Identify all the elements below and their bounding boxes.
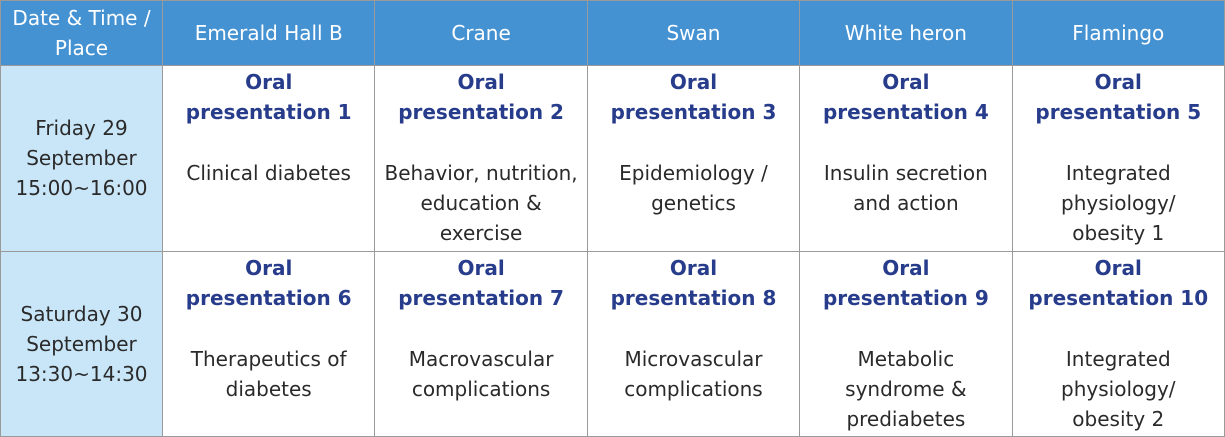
session-title: Oral presentation 6 bbox=[185, 255, 352, 310]
session-cell: Oral presentation 2 Behavior, nutrition, … bbox=[374, 65, 588, 252]
column-header: Flamingo bbox=[1011, 0, 1225, 66]
session-title: Oral presentation 8 bbox=[610, 255, 777, 310]
session-row: Saturday 30 September 13:30~14:30 Oral pr… bbox=[0, 250, 1225, 437]
session-title: Oral presentation 4 bbox=[822, 70, 989, 124]
session-cell: Oral presentation 3 Epidemiology / geneti… bbox=[586, 65, 801, 252]
session-subject: Therapeutics of diabetes bbox=[190, 346, 347, 401]
session-subject: Insulin secretion and action bbox=[823, 161, 988, 215]
column-header: Swan bbox=[586, 0, 801, 66]
session-cell: Oral presentation 8 Microvascular complic… bbox=[586, 250, 801, 437]
column-header: Emerald Hall B bbox=[161, 0, 376, 66]
session-cell: Oral presentation 10 Integrated physiolog… bbox=[1011, 250, 1225, 437]
header-row: Date & Time / Place Emerald Hall B Crane Sw… bbox=[0, 0, 1225, 66]
date-time: Saturday 30 September 13:30~14:30 bbox=[0, 250, 163, 437]
session-title: Oral presentation 7 bbox=[398, 255, 564, 310]
session-title: Oral presentation 10 bbox=[1028, 255, 1209, 310]
session-cell: Oral presentation 7 Macrovascular complic… bbox=[374, 250, 588, 437]
column-header: Date & Time / Place bbox=[0, 0, 163, 66]
session-cell: Oral presentation 1 Clinical diabetes bbox=[161, 65, 376, 252]
session-subject: Integrated physiology/ obesity 1 bbox=[1061, 161, 1176, 245]
session-subject: Behavior, nutrition, education & exercis… bbox=[384, 161, 578, 245]
session-cell: Oral presentation 4 Insulin secretion and… bbox=[799, 65, 1013, 252]
date-time: Friday 29 September 15:00~16:00 bbox=[0, 65, 163, 252]
session-subject: Epidemiology / genetics bbox=[619, 161, 768, 215]
session-cell: Oral presentation 5 Integrated physiology… bbox=[1011, 65, 1225, 252]
session-cell: Oral presentation 9 Metabolic syndrome & … bbox=[799, 250, 1013, 437]
column-header: White heron bbox=[799, 0, 1013, 66]
session-cell: Oral presentation 6 Therapeutics of diabe… bbox=[161, 250, 376, 437]
session-title: Oral presentation 3 bbox=[610, 70, 777, 124]
session-row: Friday 29 September 15:00~16:00 Oral pres… bbox=[0, 65, 1225, 252]
session-subject: Macrovascular complications bbox=[408, 346, 554, 401]
session-subject: Integrated physiology/ obesity 2 bbox=[1061, 346, 1176, 431]
session-title: Oral presentation 1 bbox=[185, 70, 352, 124]
session-title: Oral presentation 2 bbox=[398, 70, 564, 124]
session-subject: Microvascular complications bbox=[624, 346, 763, 401]
session-subject: Clinical diabetes bbox=[186, 161, 351, 185]
session-title: Oral presentation 5 bbox=[1035, 70, 1202, 124]
session-subject: Metabolic syndrome & prediabetes bbox=[845, 346, 967, 431]
column-header: Crane bbox=[374, 0, 588, 66]
session-title: Oral presentation 9 bbox=[822, 255, 989, 310]
